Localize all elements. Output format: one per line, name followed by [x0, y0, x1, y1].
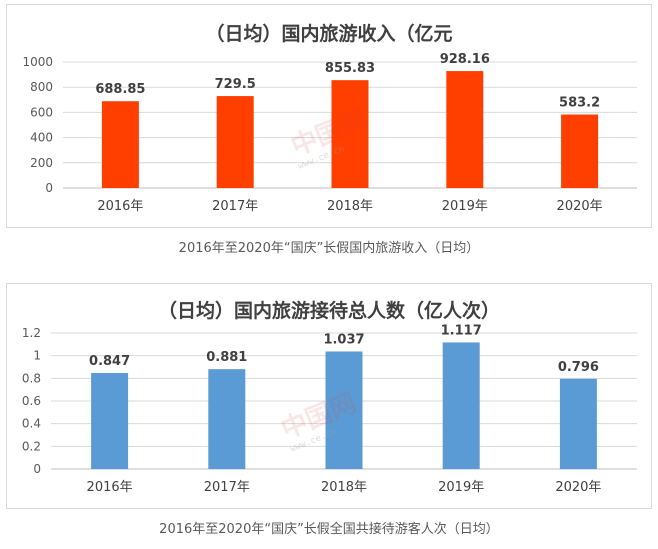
- x-tick-label: 2017年: [212, 199, 258, 214]
- y-tick-label: 1.2: [22, 326, 41, 340]
- bar: [561, 114, 599, 188]
- y-tick-label: 0.2: [22, 439, 41, 453]
- y-tick-label: 0: [45, 181, 53, 195]
- bar: [442, 342, 480, 469]
- bar: [208, 369, 246, 469]
- y-tick-label: 200: [30, 156, 53, 170]
- data-label: 0.796: [558, 360, 599, 375]
- y-tick-label: 0.4: [22, 417, 41, 431]
- chart-revenue: （日均）国内旅游收入（亿元 0 200 400 600 800 1000 688.85 201…: [6, 4, 652, 228]
- y-tick-label: 1000: [22, 55, 53, 69]
- bar: [216, 96, 254, 188]
- y-tick-label: 600: [30, 105, 53, 119]
- chart-caption: 2016年至2020年“国庆”长假全国共接待游客人次（日均）: [159, 522, 499, 537]
- y-tick-label: 0.6: [22, 394, 41, 408]
- bar: [91, 373, 129, 469]
- bar: [331, 80, 369, 188]
- bar: [325, 351, 363, 469]
- y-tick-label: 1: [33, 349, 41, 363]
- data-label: 0.881: [206, 350, 247, 365]
- x-tick-label: 2018年: [327, 199, 373, 214]
- data-label: 928.16: [440, 52, 490, 67]
- y-tick-label: 0: [33, 462, 41, 476]
- chart-caption: 2016年至2020年“国庆”长假国内旅游收入（日均）: [178, 241, 480, 256]
- y-tick-label: 0.8: [22, 371, 41, 385]
- y-tick-label: 400: [30, 131, 53, 145]
- data-label: 0.847: [89, 354, 130, 369]
- data-label: 688.85: [95, 82, 145, 97]
- data-label: 1.037: [323, 332, 364, 347]
- x-tick-label: 2016年: [87, 480, 133, 495]
- bar: [446, 71, 484, 188]
- x-tick-label: 2019年: [442, 199, 488, 214]
- chart-visitors: （日均）国内旅游接待总人数（亿人次） 0 0.2 0.4 0.6 0.8 1 1.2 0.84…: [6, 283, 652, 509]
- chart-title: （日均）国内旅游接待总人数（亿人次）: [157, 300, 500, 322]
- chart-title: （日均）国内旅游收入（亿元: [205, 23, 453, 45]
- bar: [559, 378, 597, 469]
- x-tick-label: 2019年: [438, 480, 484, 495]
- x-tick-label: 2017年: [204, 480, 250, 495]
- x-tick-label: 2020年: [557, 199, 603, 214]
- chart-revenue-plot: 0 200 400 600 800 1000 688.85 2016年 729.5 2017年 85…: [22, 52, 637, 214]
- data-label: 855.83: [325, 61, 375, 76]
- data-label: 729.5: [215, 77, 256, 92]
- chart-visitors-plot: 0 0.2 0.4 0.6 0.8 1 1.2 0.847 2016年 0.881 2017年 1.0…: [22, 323, 637, 495]
- data-label: 583.2: [559, 96, 600, 111]
- x-tick-label: 2018年: [321, 480, 367, 495]
- y-tick-label: 800: [30, 80, 53, 94]
- data-label: 1.117: [441, 323, 482, 338]
- x-tick-label: 2020年: [555, 480, 601, 495]
- bar: [101, 101, 139, 188]
- x-tick-label: 2016年: [97, 199, 143, 214]
